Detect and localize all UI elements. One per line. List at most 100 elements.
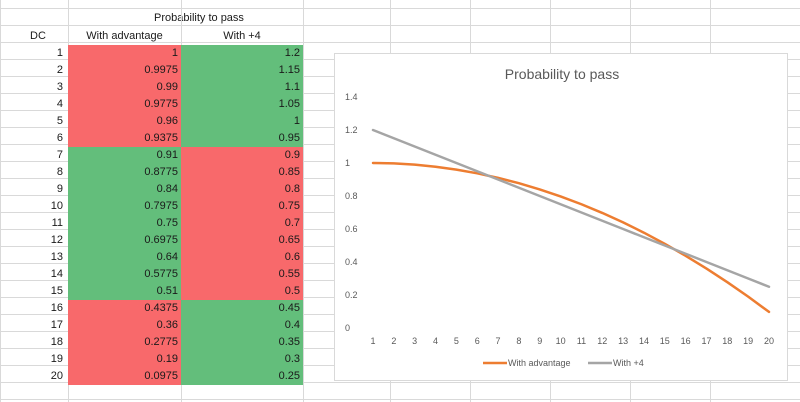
with-advantage-cell[interactable]: 0.99 xyxy=(68,79,181,96)
with-plus4-cell[interactable]: 0.35 xyxy=(181,334,303,351)
dc-cell[interactable]: 16 xyxy=(50,302,63,314)
with-advantage-cell[interactable]: 0.75 xyxy=(68,215,181,232)
dc-cell[interactable]: 1 xyxy=(56,47,63,59)
with-advantage-cell[interactable]: 0.64 xyxy=(68,249,181,266)
x-tick-label: 8 xyxy=(516,336,521,346)
x-tick-label: 6 xyxy=(475,336,480,346)
x-tick-label: 14 xyxy=(639,336,649,346)
gridline-row xyxy=(0,8,800,9)
with-plus4-cell[interactable]: 1 xyxy=(181,113,303,130)
with-advantage-cell[interactable]: 0.6975 xyxy=(68,232,181,249)
x-tick-label: 13 xyxy=(618,336,628,346)
y-tick-label: 1.4 xyxy=(345,92,358,102)
with-plus4-cell[interactable]: 0.55 xyxy=(181,266,303,283)
dc-cell[interactable]: 15 xyxy=(50,285,63,297)
with-advantage-cell[interactable]: 0.4375 xyxy=(68,300,181,317)
y-tick-label: 0.6 xyxy=(345,224,358,234)
with-advantage-cell[interactable]: 0.0975 xyxy=(68,368,181,385)
x-tick-label: 2 xyxy=(391,336,396,346)
dc-cell[interactable]: 17 xyxy=(50,319,63,331)
x-tick-label: 7 xyxy=(496,336,501,346)
x-tick-label: 11 xyxy=(577,336,586,346)
with-plus4-cell[interactable]: 0.25 xyxy=(181,368,303,385)
with-advantage-cell[interactable]: 0.5775 xyxy=(68,266,181,283)
x-tick-label: 16 xyxy=(681,336,691,346)
with-advantage-cell[interactable]: 0.9975 xyxy=(68,62,181,79)
group-header: Probability to pass xyxy=(154,12,244,24)
dc-cell[interactable]: 11 xyxy=(51,217,63,229)
with-advantage-cell[interactable]: 0.96 xyxy=(68,113,181,130)
x-tick-label: 19 xyxy=(743,336,753,346)
dc-cell[interactable]: 14 xyxy=(50,268,63,280)
dc-cell[interactable]: 5 xyxy=(56,115,63,127)
with-plus4-cell[interactable]: 0.85 xyxy=(181,164,303,181)
with-plus4-cell[interactable]: 0.6 xyxy=(181,249,303,266)
with-advantage-cell[interactable]: 0.91 xyxy=(68,147,181,164)
y-tick-label: 0 xyxy=(345,323,350,333)
legend-label: With advantage xyxy=(508,358,571,368)
gridline-column xyxy=(303,0,304,402)
dc-cell[interactable]: 18 xyxy=(50,336,63,348)
with-plus4-cell[interactable]: 0.4 xyxy=(181,317,303,334)
dc-cell[interactable]: 10 xyxy=(50,200,63,212)
with-advantage-cell[interactable]: 0.51 xyxy=(68,283,181,300)
with-plus4-cell[interactable]: 1.05 xyxy=(181,96,303,113)
x-tick-label: 5 xyxy=(454,336,459,346)
x-tick-label: 10 xyxy=(556,336,566,346)
dc-cell[interactable]: 4 xyxy=(56,98,63,110)
x-tick-label: 20 xyxy=(764,336,774,346)
gridline-column xyxy=(0,0,1,402)
with-plus4-cell[interactable]: 0.45 xyxy=(181,300,303,317)
with-plus4-cell[interactable]: 0.5 xyxy=(181,283,303,300)
dc-cell[interactable]: 12 xyxy=(50,234,63,246)
with-plus4-cell[interactable]: 1.2 xyxy=(181,45,303,62)
dc-cell[interactable]: 2 xyxy=(56,64,63,76)
with-advantage-cell[interactable]: 0.36 xyxy=(68,317,181,334)
with-advantage-cell[interactable]: 0.9375 xyxy=(68,130,181,147)
with-advantage-cell[interactable]: 1 xyxy=(68,45,181,62)
gridline-row xyxy=(0,42,800,43)
with-advantage-cell[interactable]: 0.9775 xyxy=(68,96,181,113)
dc-cell[interactable]: 20 xyxy=(50,370,63,382)
legend-label: With +4 xyxy=(613,358,644,368)
y-tick-label: 0.8 xyxy=(345,191,358,201)
dc-cell[interactable]: 6 xyxy=(56,132,63,144)
with-advantage-cell[interactable]: 0.2775 xyxy=(68,334,181,351)
gridline-row xyxy=(0,382,800,383)
y-tick-label: 1.2 xyxy=(345,125,358,135)
x-tick-label: 4 xyxy=(433,336,438,346)
chart-canvas: Probability to pass 1.4 1.2 1 0.8 0.6 0.4 0.2 0 1… xyxy=(345,66,774,368)
with-plus4-cell[interactable]: 0.9 xyxy=(181,147,303,164)
x-tick-label: 1 xyxy=(370,336,375,346)
dc-cell[interactable]: 8 xyxy=(56,166,63,178)
dc-cell[interactable]: 9 xyxy=(56,183,63,195)
gridline-row xyxy=(0,25,800,26)
y-tick-label: 1 xyxy=(345,158,350,168)
with-plus4-cell[interactable]: 0.8 xyxy=(181,181,303,198)
with-plus4-cell[interactable]: 1.1 xyxy=(181,79,303,96)
dc-cell[interactable]: 13 xyxy=(50,251,63,263)
series-line-with-4 xyxy=(371,128,771,288)
x-tick-label: 17 xyxy=(701,336,711,346)
column-header-dc: DC xyxy=(30,30,46,42)
with-plus4-cell[interactable]: 0.65 xyxy=(181,232,303,249)
y-tick-label: 0.2 xyxy=(345,290,358,300)
dc-cell[interactable]: 19 xyxy=(50,353,63,365)
with-plus4-cell[interactable]: 0.7 xyxy=(181,215,303,232)
with-advantage-cell[interactable]: 0.84 xyxy=(68,181,181,198)
with-advantage-cell[interactable]: 0.19 xyxy=(68,351,181,368)
x-tick-label: 9 xyxy=(537,336,542,346)
x-tick-label: 15 xyxy=(660,336,670,346)
line-chart[interactable]: Probability to pass 1.4 1.2 1 0.8 0.6 0.4 0.2 0 1… xyxy=(334,53,788,381)
with-advantage-cell[interactable]: 0.8775 xyxy=(68,164,181,181)
dc-cell[interactable]: 7 xyxy=(56,149,63,161)
with-plus4-cell[interactable]: 0.75 xyxy=(181,198,303,215)
with-plus4-cell[interactable]: 0.3 xyxy=(181,351,303,368)
with-plus4-cell[interactable]: 0.95 xyxy=(181,130,303,147)
with-advantage-cell[interactable]: 0.7975 xyxy=(68,198,181,215)
y-tick-label: 0.4 xyxy=(345,257,358,267)
x-tick-label: 12 xyxy=(597,336,607,346)
dc-cell[interactable]: 3 xyxy=(56,81,63,93)
chart-title: Probability to pass xyxy=(505,66,619,82)
with-plus4-cell[interactable]: 1.15 xyxy=(181,62,303,79)
